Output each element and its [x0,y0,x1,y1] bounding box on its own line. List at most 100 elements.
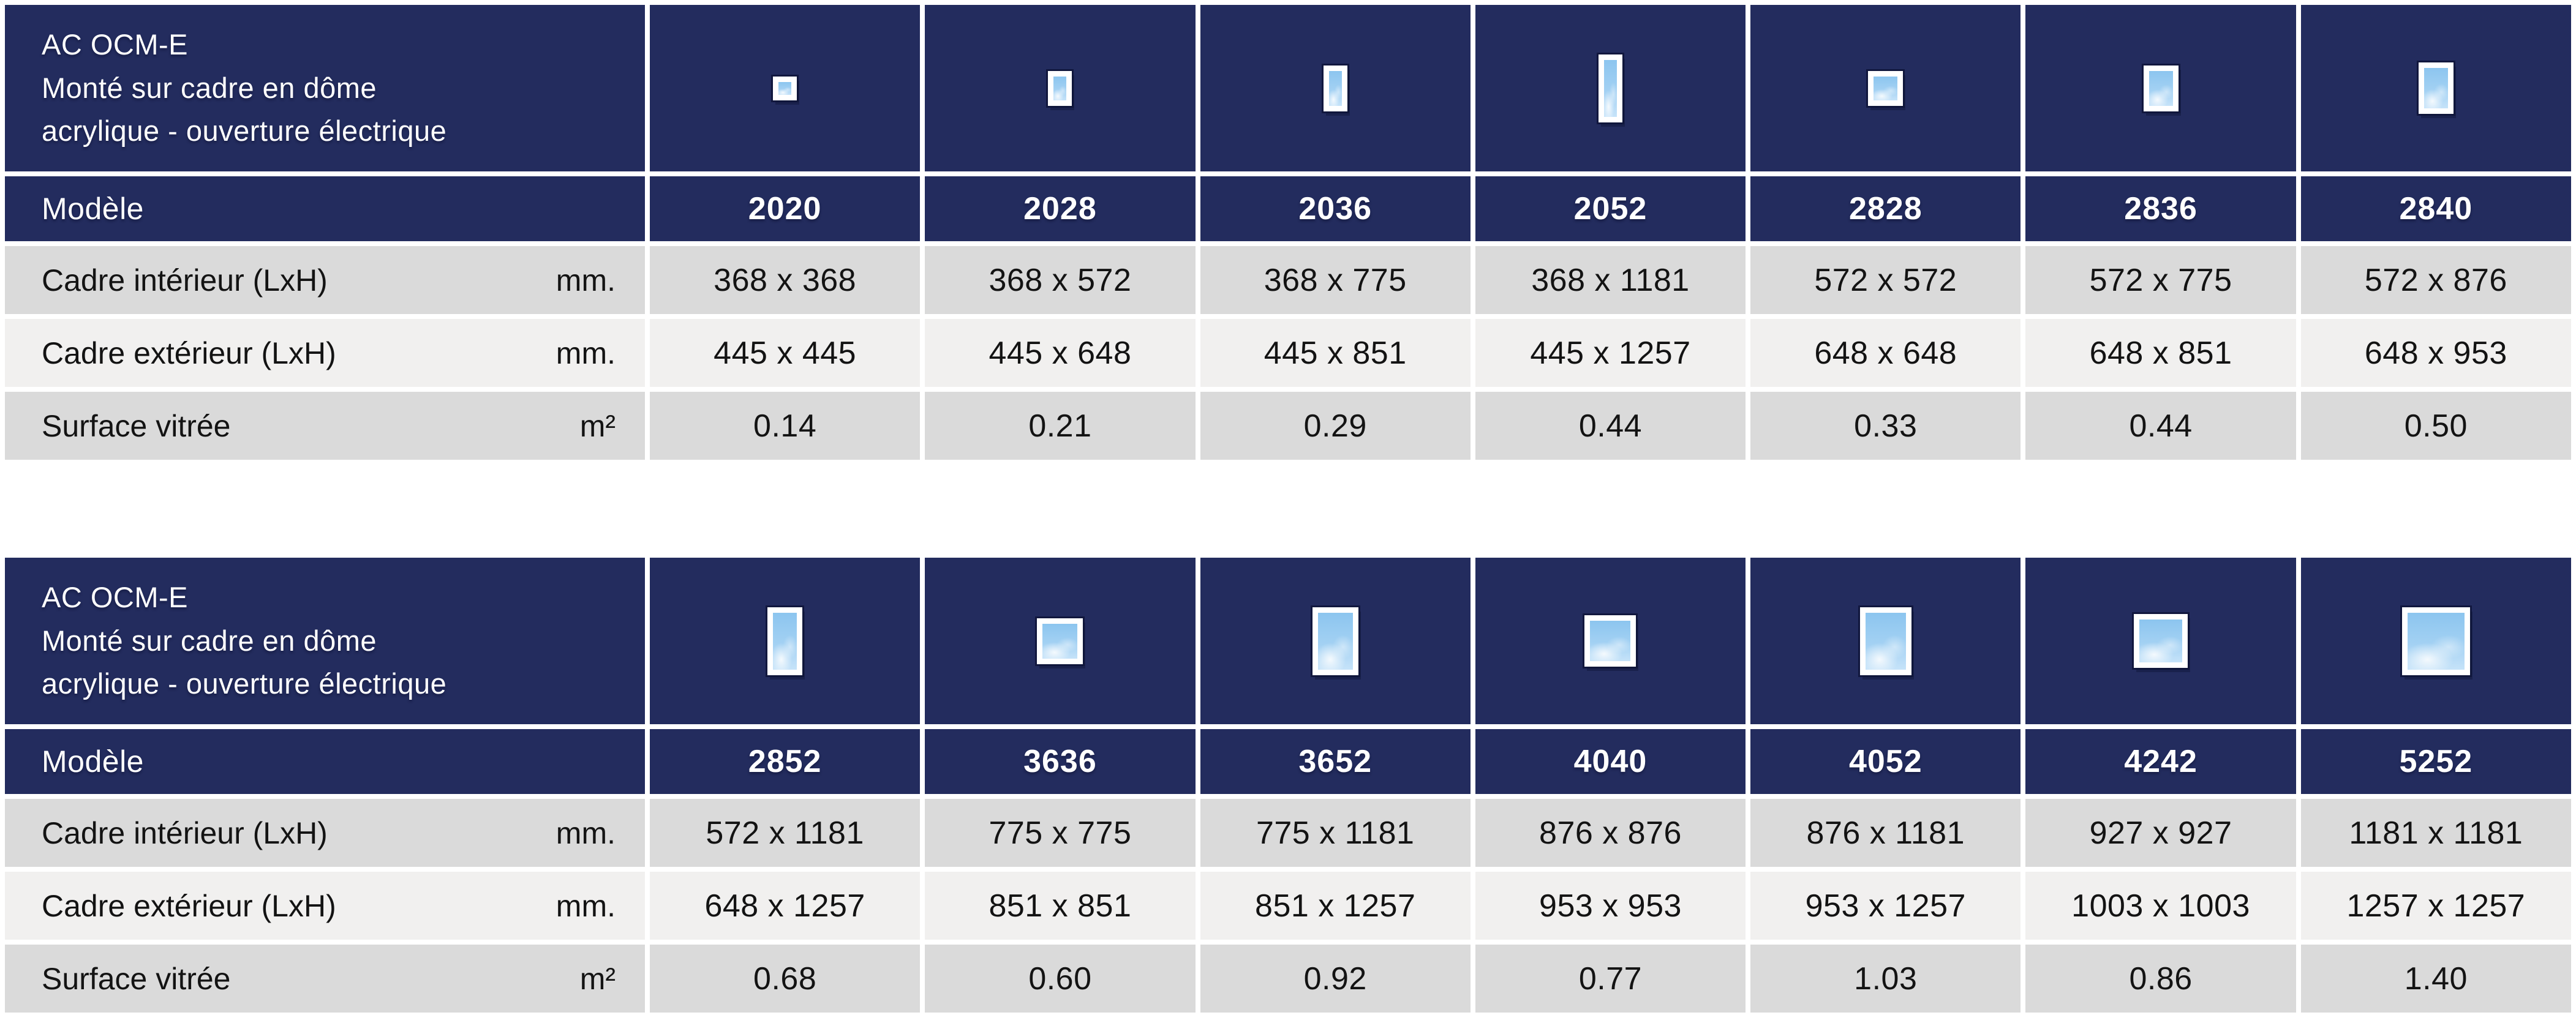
spec-value-inner: 927 x 927 [2025,799,2296,867]
sky-glass [1317,612,1353,670]
spec-value-inner: 1181 x 1181 [2300,799,2571,867]
spec-row-label: Cadre intérieur (LxH) [42,815,328,850]
spec-value-inner: 368 x 572 [925,246,1196,314]
spec-row-label-inner-frame: Cadre intérieur (LxH) mm. [5,246,645,314]
table-title-line: AC OCM-E [42,581,188,614]
spec-row-unit: m² [579,961,616,996]
model-icon-cell [1750,558,2021,724]
model-number: 3636 [925,729,1196,794]
table-title-line: acrylique - ouverture électrique [42,114,447,148]
spec-value-inner: 368 x 775 [1200,246,1471,314]
spec-value-glazed: 0.14 [650,392,921,460]
model-number: 3652 [1200,729,1471,794]
spec-value-glazed: 0.29 [1200,392,1471,460]
model-number: 2828 [1750,176,2021,241]
sky-glass [1874,76,1898,100]
spec-row-label: Surface vitrée [42,408,231,443]
spec-value-glazed: 0.86 [2025,945,2296,1013]
spec-value-glazed: 0.77 [1475,945,1746,1013]
table-title-line: Monté sur cadre en dôme [42,624,377,657]
spec-value-glazed: 1.03 [1750,945,2021,1013]
skylight-photo-icon [1037,618,1083,664]
skylight-photo-icon [773,76,797,100]
model-number: 2052 [1475,176,1746,241]
model-icon-cell [2025,5,2296,171]
model-number: 2836 [2025,176,2296,241]
sky-glass [2149,70,2173,106]
spec-value-outer: 953 x 953 [1475,872,1746,940]
spec-value-outer: 445 x 648 [925,319,1196,387]
skylight-photo-icon [1048,70,1072,106]
spec-value-glazed: 0.68 [650,945,921,1013]
spec-value-glazed: 0.44 [1475,392,1746,460]
model-icon-cell [650,5,921,171]
spec-table-2: AC OCM-E Monté sur cadre en dôme acryliq… [5,558,2571,1013]
skylight-photo-icon [1598,54,1622,122]
spec-value-outer: 648 x 953 [2300,319,2571,387]
model-icon-cell [2300,558,2571,724]
table-title-line: AC OCM-E [42,28,188,61]
spec-value-glazed: 0.50 [2300,392,2571,460]
sky-glass [1590,621,1631,661]
spec-value-outer: 648 x 648 [1750,319,2021,387]
sky-glass [1603,59,1617,117]
spec-value-outer: 445 x 445 [650,319,921,387]
spec-row-unit: mm. [555,888,616,923]
skylight-photo-icon [2401,607,2470,675]
spec-row-label: Surface vitrée [42,961,231,996]
skylight-photo-icon [1868,70,1904,106]
model-icon-cell [1750,5,2021,171]
spec-value-inner: 876 x 876 [1475,799,1746,867]
spec-value-glazed: 0.92 [1200,945,1471,1013]
spec-value-glazed: 0.60 [925,945,1196,1013]
spec-value-outer: 1003 x 1003 [2025,872,2296,940]
spec-row-label-outer-frame: Cadre extérieur (LxH) mm. [5,872,645,940]
model-row-label: Modèle [5,729,645,794]
spec-value-glazed: 1.40 [2300,945,2571,1013]
spec-row-label: Cadre extérieur (LxH) [42,335,336,370]
spec-value-inner: 572 x 775 [2025,246,2296,314]
spec-row-label-inner-frame: Cadre intérieur (LxH) mm. [5,799,645,867]
model-icon-cell [2025,558,2296,724]
spec-value-glazed: 0.33 [1750,392,2021,460]
model-number: 4052 [1750,729,2021,794]
skylight-photo-icon [2143,65,2179,111]
sky-glass [1042,623,1078,659]
spec-value-inner: 572 x 572 [1750,246,2021,314]
skylight-photo-icon [1584,615,1636,667]
sky-glass [2407,612,2465,670]
model-icon-cell [1475,558,1746,724]
spec-value-outer: 648 x 851 [2025,319,2296,387]
spec-value-outer: 1257 x 1257 [2300,872,2571,940]
model-icon-cell [925,5,1196,171]
sky-glass [2139,620,2183,662]
spec-value-inner: 775 x 1181 [1200,799,1471,867]
spec-value-glazed: 0.21 [925,392,1196,460]
sky-glass [773,612,797,670]
spec-value-inner: 572 x 1181 [650,799,921,867]
model-number: 4040 [1475,729,1746,794]
model-icon-cell [2300,5,2571,171]
model-number: 2020 [650,176,921,241]
spec-value-inner: 572 x 876 [2300,246,2571,314]
spec-row-label-outer-frame: Cadre extérieur (LxH) mm. [5,319,645,387]
spec-value-inner: 775 x 775 [925,799,1196,867]
model-icon-cell [925,558,1196,724]
table-title-line: acrylique - ouverture électrique [42,667,447,700]
model-number: 2840 [2300,176,2571,241]
table-title-line: Monté sur cadre en dôme [42,71,377,104]
sky-glass [778,81,792,95]
sky-glass [1865,612,1906,670]
model-number: 5252 [2300,729,2571,794]
model-row-label: Modèle [5,176,645,241]
spec-table-1: AC OCM-E Monté sur cadre en dôme acryliq… [5,5,2571,460]
skylight-photo-icon [2134,614,2188,668]
model-icon-cell [650,558,921,724]
model-number: 2852 [650,729,921,794]
skylight-photo-icon [1859,607,1911,675]
spec-row-label-glazed-surface: Surface vitrée m² [5,392,645,460]
skylight-photo-icon [2418,62,2454,114]
spec-value-inner: 368 x 368 [650,246,921,314]
skylight-photo-icon [1323,65,1347,111]
spec-value-outer: 445 x 1257 [1475,319,1746,387]
